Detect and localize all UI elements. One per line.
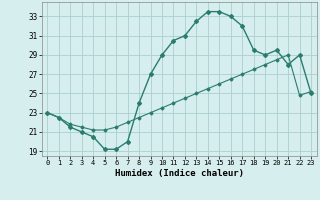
X-axis label: Humidex (Indice chaleur): Humidex (Indice chaleur) — [115, 169, 244, 178]
